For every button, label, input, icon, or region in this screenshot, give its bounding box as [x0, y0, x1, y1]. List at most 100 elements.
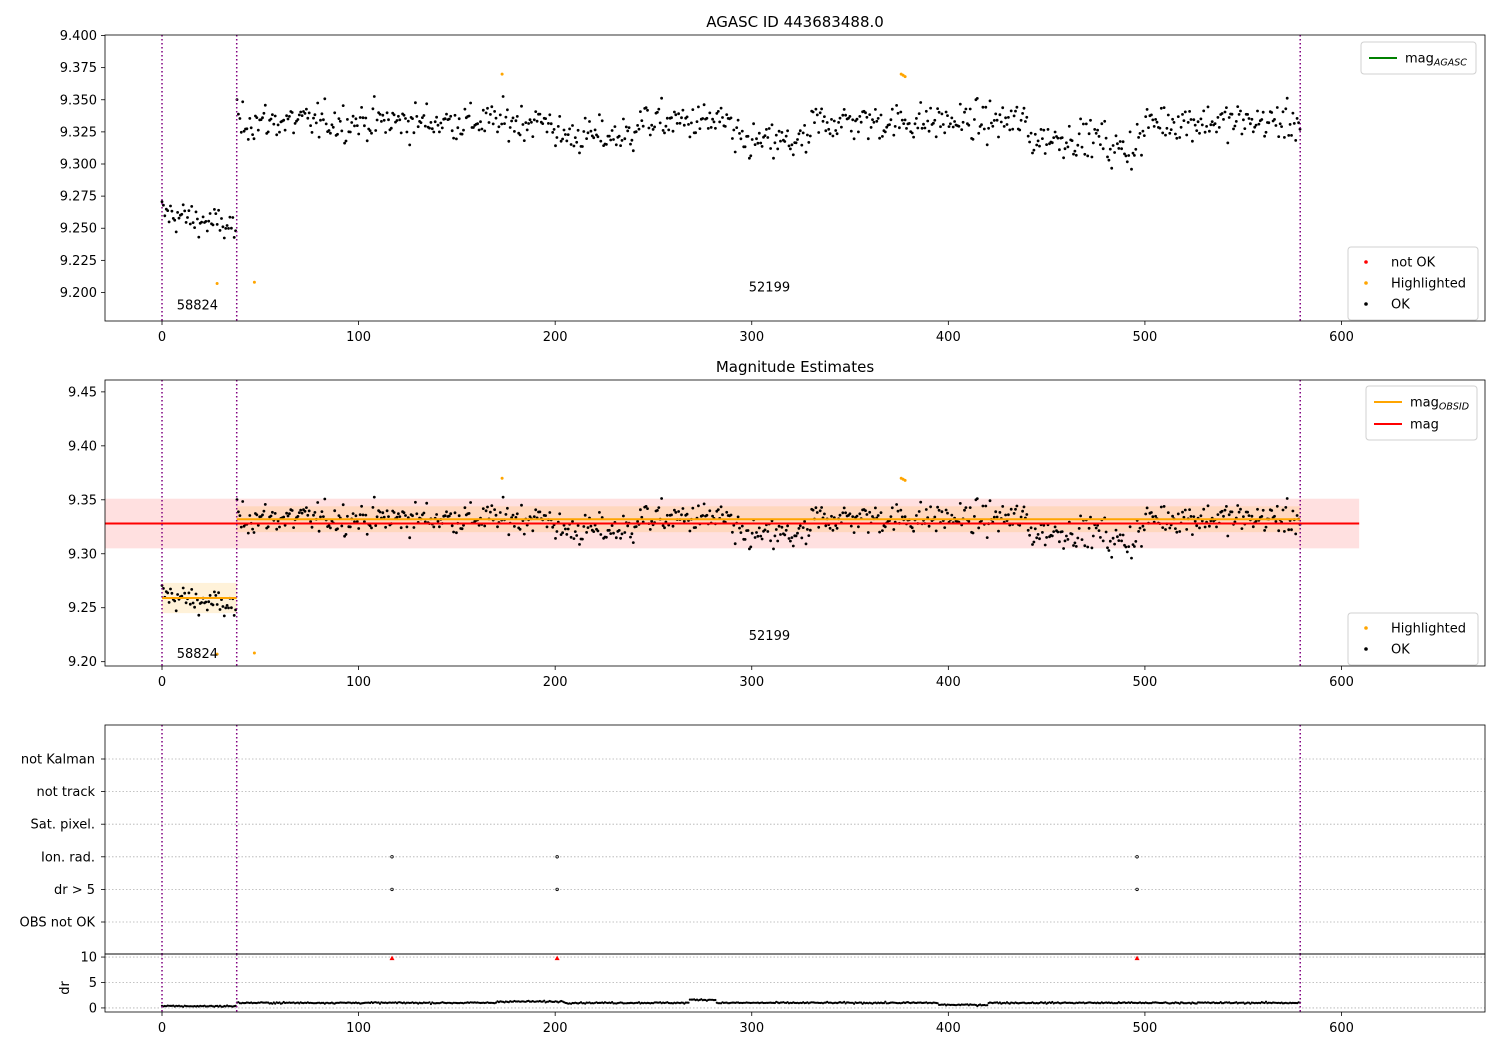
- ok-point: [1026, 528, 1030, 532]
- ok-point: [576, 524, 580, 527]
- ok-point: [820, 107, 823, 111]
- ok-point: [344, 533, 348, 536]
- ok-point: [361, 513, 365, 517]
- ok-point: [180, 212, 184, 216]
- ok-point: [506, 108, 509, 112]
- ok-point: [774, 133, 778, 137]
- flag-points: [390, 855, 1139, 892]
- ok-point: [288, 115, 291, 118]
- ok-point: [228, 215, 232, 219]
- ok-point: [794, 141, 798, 145]
- ok-point: [1247, 117, 1251, 120]
- legend-label: mag: [1410, 418, 1439, 433]
- ok-point: [227, 606, 230, 610]
- ok-point: [1050, 534, 1054, 538]
- ok-point: [1277, 135, 1281, 139]
- ok-point: [486, 106, 489, 110]
- x-tick-label: 400: [936, 1021, 961, 1036]
- ok-point: [1026, 134, 1030, 138]
- ok-point: [300, 511, 304, 515]
- ok-point: [484, 509, 488, 513]
- ok-point: [605, 143, 608, 146]
- ok-point: [548, 113, 552, 117]
- ok-point: [1203, 525, 1207, 529]
- ok-point: [412, 131, 416, 135]
- ok-point: [337, 514, 341, 517]
- ok-point: [504, 115, 508, 119]
- ok-point: [1181, 510, 1184, 514]
- ok-point: [736, 118, 740, 122]
- ok-point: [1164, 133, 1167, 137]
- ok-point: [783, 140, 787, 143]
- ok-point: [200, 601, 204, 604]
- ok-point: [975, 497, 979, 500]
- ok-point: [572, 537, 576, 540]
- ok-point: [1083, 544, 1087, 548]
- plot-frame: [104, 379, 1486, 667]
- ok-point: [489, 510, 492, 514]
- ok-point: [1159, 505, 1163, 509]
- ok-point: [187, 591, 191, 595]
- ok-point: [1223, 508, 1227, 512]
- ok-point: [750, 531, 754, 535]
- ok-point: [1188, 110, 1191, 113]
- ok-point: [425, 102, 429, 106]
- ok-point: [937, 110, 941, 114]
- ok-point: [1108, 539, 1112, 543]
- ok-point: [1164, 528, 1167, 531]
- ok-point: [647, 126, 651, 130]
- ok-point: [733, 150, 737, 154]
- ok-point: [573, 136, 577, 140]
- ok-point: [405, 525, 409, 529]
- x-tick-label: 600: [1329, 1021, 1354, 1036]
- ok-point: [796, 531, 799, 535]
- ok-point: [1070, 532, 1074, 536]
- ok-point: [596, 529, 600, 533]
- ok-point: [599, 139, 603, 143]
- ok-point: [323, 497, 327, 501]
- ok-point: [314, 121, 318, 125]
- x-tick-label: 300: [739, 1021, 764, 1036]
- ok-point: [677, 112, 680, 116]
- ok-point: [1002, 125, 1006, 128]
- ok-point: [755, 137, 758, 141]
- ok-point: [1189, 118, 1193, 121]
- ok-point: [1074, 545, 1078, 548]
- ok-point: [293, 122, 297, 125]
- ok-point: [312, 116, 315, 120]
- ok-point: [1111, 144, 1115, 147]
- ok-point: [493, 110, 496, 113]
- ok-point: [896, 509, 900, 513]
- ok-point: [176, 593, 180, 596]
- ok-point: [1089, 515, 1092, 519]
- chart-title: Magnitude Estimates: [716, 358, 874, 376]
- ok-point: [1264, 1000, 1268, 1003]
- ok-point: [1106, 155, 1109, 159]
- ok-point: [402, 113, 406, 117]
- ok-point: [1140, 545, 1143, 548]
- legend-marker: [1364, 626, 1368, 630]
- ok-point: [1046, 127, 1050, 131]
- ok-point: [612, 531, 615, 535]
- ok-point: [460, 132, 464, 136]
- ok-point: [273, 114, 277, 118]
- ok-point: [1250, 514, 1254, 518]
- y-ticks: 9.200 9.225 9.250 9.275 9.300 9.325 9.350 9.375…: [60, 29, 105, 301]
- ok-point: [1144, 512, 1148, 516]
- ok-point: [1074, 153, 1078, 157]
- ok-point: [779, 533, 782, 536]
- ok-point: [170, 209, 174, 213]
- x-tick-label: 200: [543, 330, 568, 345]
- ok-point: [920, 126, 924, 130]
- ok-point: [1145, 108, 1149, 111]
- ok-point: [702, 502, 706, 506]
- legend-subscript: AGASC: [1433, 58, 1467, 69]
- ok-point: [801, 526, 805, 529]
- ok-point: [665, 116, 669, 120]
- ok-point: [759, 534, 763, 538]
- ok-point: [278, 130, 281, 134]
- ok-point: [569, 143, 573, 146]
- flag-label: Sat. pixel.: [31, 818, 95, 833]
- ok-point: [705, 513, 709, 517]
